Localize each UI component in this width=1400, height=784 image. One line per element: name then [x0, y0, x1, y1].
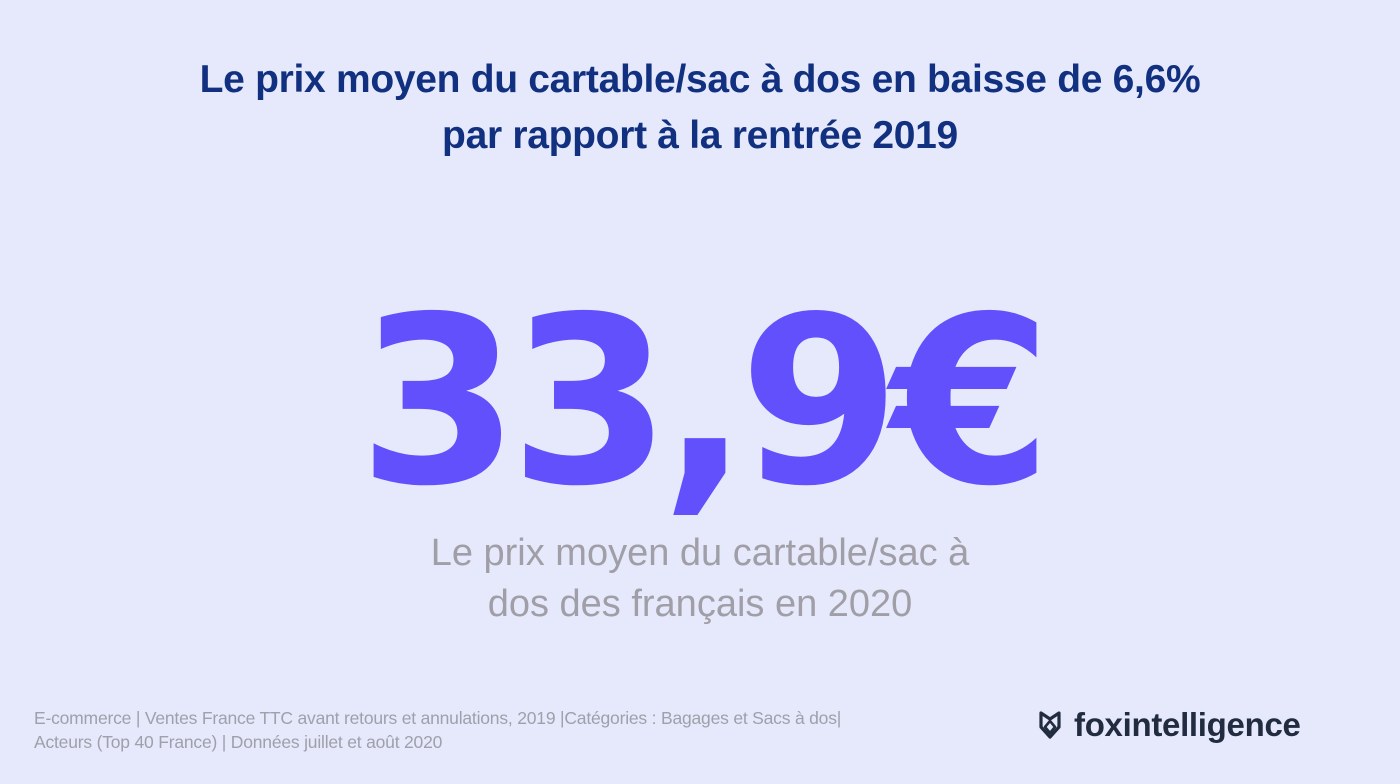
source-note: E-commerce | Ventes France TTC avant ret…: [34, 706, 841, 754]
price-caption-line-2: dos des français en 2020: [487, 583, 913, 625]
fox-shield-icon: [1038, 710, 1062, 740]
brand-name: foxintelligence: [1074, 706, 1301, 743]
price-caption: Le prix moyen du cartable/sac à dos des …: [0, 528, 1400, 630]
headline: Le prix moyen du cartable/sac à dos en b…: [0, 52, 1400, 164]
source-note-line-2: Acteurs (Top 40 France) | Données juille…: [34, 732, 443, 752]
source-note-line-1: E-commerce | Ventes France TTC avant ret…: [34, 708, 842, 728]
headline-line-2: par rapport à la rentrée 2019: [442, 114, 958, 157]
average-price-value: 33,9€: [358, 267, 1052, 537]
price-caption-line-1: Le prix moyen du cartable/sac à: [430, 532, 970, 574]
headline-line-1: Le prix moyen du cartable/sac à dos en b…: [199, 58, 1201, 101]
brand-logo: foxintelligence: [1038, 705, 1301, 745]
